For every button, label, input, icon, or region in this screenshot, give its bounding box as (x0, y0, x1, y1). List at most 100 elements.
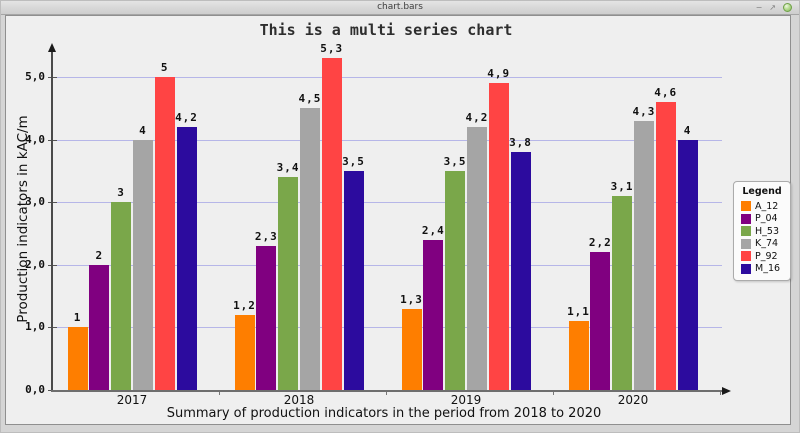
window-title: chart.bars (377, 2, 423, 12)
bar-value-label: 1,2 (233, 298, 256, 312)
bar (154, 77, 175, 390)
minimize-icon: − (755, 2, 763, 12)
legend-label: M_16 (755, 263, 781, 274)
legend-swatch-icon (741, 226, 751, 237)
bar (278, 177, 299, 390)
bar (234, 314, 255, 390)
gridline (52, 264, 722, 266)
bar-value-label: 2 (95, 248, 104, 262)
bar (568, 321, 589, 390)
y-axis-arrow-icon (48, 43, 56, 52)
bar-value-label: 2,4 (421, 223, 445, 237)
category-label: 2017 (116, 393, 148, 407)
bar (343, 170, 364, 390)
y-tick-label: 2,0 (25, 257, 45, 271)
x-axis-line (51, 390, 723, 392)
bar-value-label: 3,1 (610, 179, 634, 193)
x-tick (219, 390, 220, 395)
legend-label: P_04 (755, 213, 778, 224)
bar (510, 152, 531, 390)
bar-value-label: 4,3 (632, 104, 656, 118)
bar-value-label: 1 (73, 311, 82, 325)
y-tick-label: 1,0 (25, 320, 45, 334)
bar (89, 264, 110, 390)
bar (321, 58, 342, 390)
bar-value-label: 4,6 (654, 86, 678, 100)
category-label: 2019 (450, 393, 482, 407)
legend-swatch-icon (741, 263, 751, 274)
x-tick (553, 390, 554, 395)
legend-swatch-icon (741, 251, 751, 262)
category-label: 2018 (283, 393, 315, 407)
bar-value-label: 3,4 (276, 161, 300, 175)
bar (299, 108, 320, 390)
bar (111, 202, 132, 390)
bar-value-label: 3,5 (342, 154, 365, 168)
y-tick-label: 3,0 (25, 195, 45, 209)
close-button[interactable] (783, 3, 792, 12)
bar-value-label: 2,2 (588, 236, 612, 250)
bar-value-label: 5,3 (320, 42, 344, 56)
legend-swatch-icon (741, 213, 751, 224)
legend-label: H_53 (755, 225, 779, 237)
legend-label: P_92 (755, 250, 778, 262)
bar (677, 139, 698, 390)
chart-canvas: This is a multi series chart Production … (5, 15, 791, 425)
x-axis-arrow-icon (722, 387, 731, 395)
bar (256, 246, 277, 390)
legend-item: M_16 (734, 263, 790, 276)
bar-value-label: 4,5 (298, 92, 322, 106)
gridline (52, 139, 722, 141)
bar (445, 170, 466, 390)
legend-item: P_92 (734, 250, 790, 263)
bar (488, 83, 509, 390)
bar (176, 127, 197, 390)
bar-value-label: 3,8 (509, 136, 532, 150)
bar-value-label: 4,2 (465, 111, 489, 125)
bar-value-label: 1,3 (400, 292, 423, 306)
y-axis-line (51, 52, 53, 390)
bar (423, 239, 444, 390)
x-axis-label: Summary of production indicators in the … (166, 406, 602, 421)
window-titlebar[interactable]: chart.bars − ↗ (1, 1, 799, 15)
bar-value-label: 5 (160, 61, 169, 74)
category-label: 2020 (617, 393, 649, 407)
legend-item: H_53 (734, 225, 790, 238)
legend-swatch-icon (741, 201, 751, 212)
legend: Legend A_12 P_04 H_53 K_74 P_92 M_16 (733, 181, 791, 281)
gridline (52, 77, 722, 78)
bar-value-label: 4,9 (487, 67, 511, 81)
bar (590, 252, 611, 390)
legend-label: A_12 (755, 200, 779, 212)
legend-title: Legend (742, 186, 782, 197)
legend-item: A_12 (734, 200, 790, 213)
y-tick-label: 5,0 (25, 70, 45, 83)
bar-value-label: 4 (139, 123, 147, 137)
maximize-button[interactable]: ↗ (769, 2, 776, 12)
legend-swatch-icon (741, 238, 751, 249)
legend-item: K_74 (734, 238, 790, 251)
legend-label: K_74 (755, 238, 779, 249)
legend-items: A_12 P_04 H_53 K_74 P_92 M_16 (734, 200, 790, 275)
bar (655, 102, 676, 390)
bar (401, 308, 422, 390)
bar-value-label: 3 (117, 186, 125, 200)
bar-value-label: 4 (683, 123, 692, 137)
y-tick-label: 0,0 (25, 383, 45, 396)
bar-value-label: 1,1 (567, 305, 590, 319)
maximize-icon: ↗ (769, 2, 776, 12)
bar (132, 139, 153, 390)
y-tick-label: 4,0 (25, 132, 45, 146)
legend-item: P_04 (734, 213, 790, 226)
x-tick (720, 390, 721, 395)
bar-value-label: 4,2 (175, 111, 198, 125)
bar (67, 327, 88, 390)
bar (633, 120, 654, 390)
minimize-button[interactable]: − (755, 2, 763, 12)
gridline (52, 327, 722, 329)
gridline (52, 202, 722, 204)
x-tick (386, 390, 387, 395)
bar (466, 127, 487, 390)
chart-title: This is a multi series chart (259, 21, 513, 39)
bar (612, 195, 633, 390)
